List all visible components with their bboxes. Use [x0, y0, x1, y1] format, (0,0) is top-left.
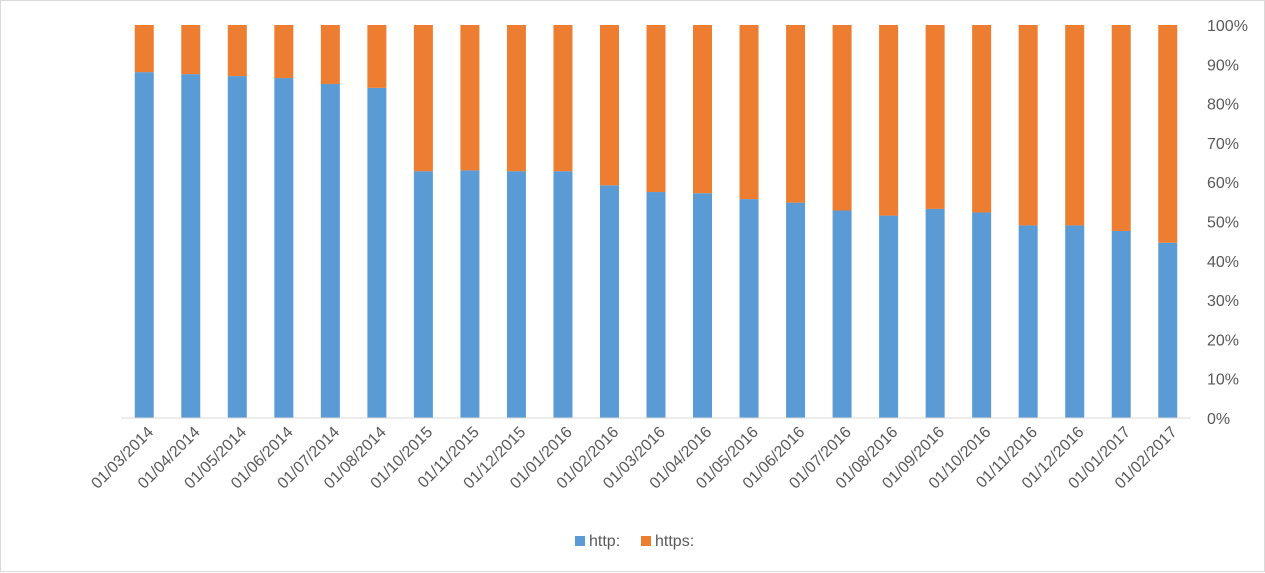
- bar-https-19: [1018, 25, 1038, 226]
- bar-https-9: [553, 25, 573, 172]
- bar-http-11: [646, 192, 666, 418]
- bar-http-16: [879, 215, 899, 418]
- bar-https-3: [274, 25, 294, 79]
- bar-http-12: [693, 193, 713, 418]
- y-tick-label: 10%: [1207, 372, 1239, 389]
- y-tick-label: 30%: [1207, 293, 1239, 310]
- bar-http-8: [506, 171, 526, 418]
- x-axis-category-labels: 01/03/201401/04/201401/05/201401/06/2014…: [88, 424, 1180, 493]
- bar-https-2: [227, 25, 247, 77]
- legend-swatch-https: [641, 536, 651, 546]
- y-tick-label: 0%: [1207, 411, 1230, 428]
- bar-https-22: [1158, 25, 1178, 243]
- bars-group: [134, 25, 1178, 419]
- bar-https-10: [599, 25, 619, 186]
- legend-label-http: http:: [589, 533, 620, 550]
- bar-https-5: [367, 25, 387, 88]
- bar-http-15: [832, 210, 852, 418]
- bar-http-21: [1111, 230, 1131, 418]
- bar-http-2: [227, 76, 247, 418]
- bar-https-18: [972, 25, 992, 213]
- bar-http-22: [1158, 242, 1178, 418]
- y-tick-label: 50%: [1207, 215, 1239, 232]
- y-tick-label: 100%: [1207, 18, 1248, 35]
- bar-https-13: [739, 25, 759, 200]
- bar-https-4: [320, 25, 340, 84]
- bar-http-13: [739, 199, 759, 418]
- y-tick-label: 20%: [1207, 332, 1239, 349]
- legend-label-https: https:: [655, 533, 694, 550]
- bar-http-10: [599, 185, 619, 418]
- bar-http-17: [925, 208, 945, 418]
- y-tick-label: 60%: [1207, 175, 1239, 192]
- bar-https-14: [786, 25, 806, 203]
- bar-http-9: [553, 171, 573, 418]
- bar-http-4: [320, 83, 340, 418]
- bar-https-16: [879, 25, 899, 216]
- y-tick-label: 90%: [1207, 57, 1239, 74]
- bar-http-7: [460, 170, 480, 418]
- bar-https-21: [1111, 25, 1131, 231]
- bar-http-5: [367, 87, 387, 418]
- bar-http-0: [134, 72, 154, 418]
- bar-https-7: [460, 25, 480, 171]
- bar-https-15: [832, 25, 852, 211]
- bar-http-3: [274, 78, 294, 418]
- y-tick-label: 80%: [1207, 97, 1239, 114]
- bar-http-6: [413, 171, 433, 418]
- bar-https-17: [925, 25, 945, 209]
- bar-https-20: [1065, 25, 1085, 226]
- bar-https-0: [134, 25, 154, 73]
- legend-swatch-http: [575, 536, 585, 546]
- bar-http-1: [181, 74, 201, 419]
- bar-https-8: [506, 25, 526, 172]
- y-tick-label: 40%: [1207, 254, 1239, 271]
- y-axis-tick-labels: 0% 10% 20% 30% 40% 50% 60% 70% 80% 90% 100%: [1207, 18, 1248, 428]
- bar-https-1: [181, 25, 201, 75]
- bar-http-18: [972, 212, 992, 418]
- legend: http: https:: [575, 533, 694, 550]
- bar-http-19: [1018, 225, 1038, 418]
- bar-http-14: [786, 202, 806, 418]
- bar-https-6: [413, 25, 433, 172]
- bar-https-12: [693, 25, 713, 194]
- y-tick-label: 70%: [1207, 136, 1239, 153]
- bar-http-20: [1065, 225, 1085, 418]
- bar-https-11: [646, 25, 666, 193]
